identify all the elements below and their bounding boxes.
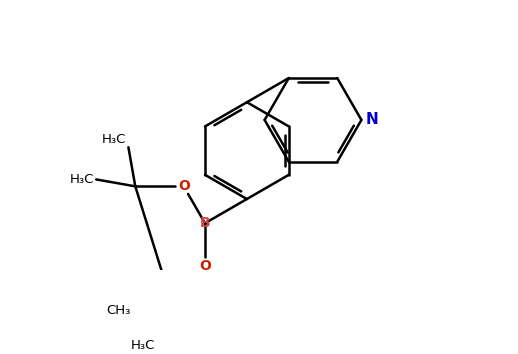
- Text: B: B: [199, 216, 210, 230]
- Text: H₃C: H₃C: [131, 339, 155, 352]
- Text: O: O: [199, 259, 211, 273]
- Text: H₃C: H₃C: [102, 133, 126, 146]
- Text: O: O: [178, 179, 190, 193]
- Text: CH₃: CH₃: [106, 304, 131, 317]
- Text: N: N: [366, 113, 379, 127]
- Text: H₃C: H₃C: [70, 173, 94, 186]
